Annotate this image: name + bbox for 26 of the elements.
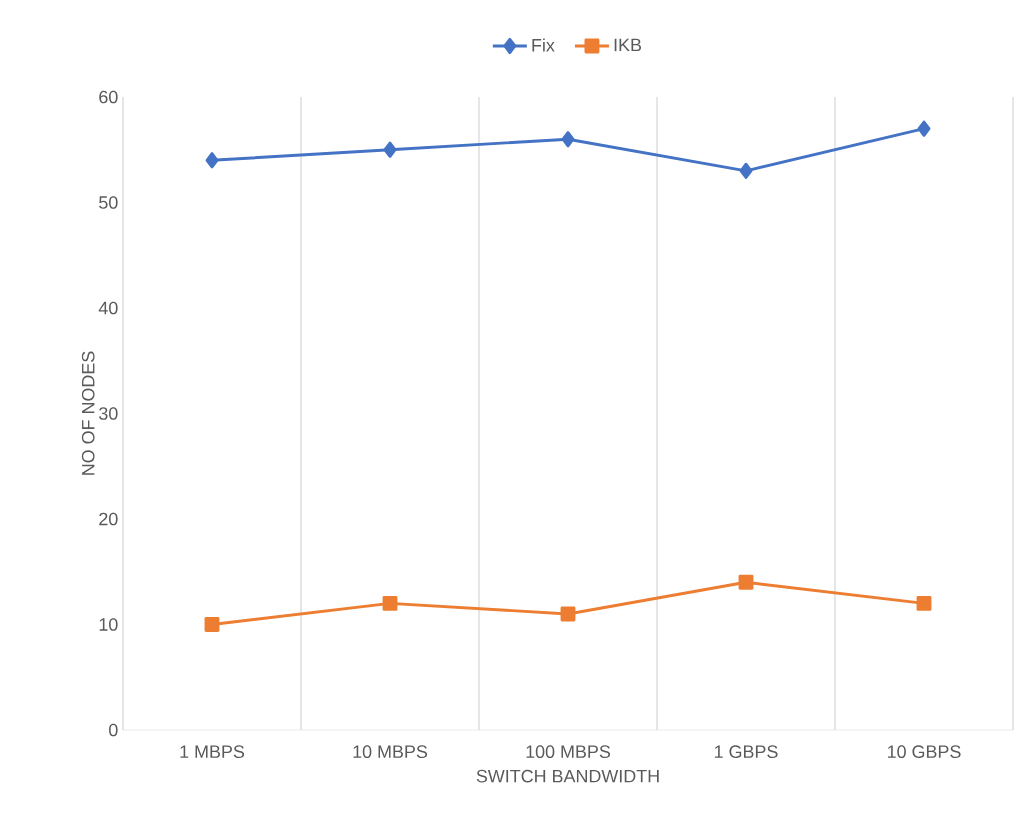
x-tick-label: 10 GBPS: [888, 745, 961, 759]
y-tick-label: 40: [98, 301, 118, 315]
x-tick-label: 10 MBPS: [353, 745, 428, 759]
point: [560, 606, 576, 622]
point: [383, 141, 397, 158]
point: [382, 595, 398, 611]
x-axis-title: SWITCH BANDWIDTH: [476, 769, 659, 783]
y-tick-label: 20: [99, 512, 118, 526]
y-tick-label: 0: [109, 723, 118, 737]
point: [561, 131, 575, 148]
y-tick-label: 10: [99, 618, 118, 631]
point: [738, 574, 754, 590]
point: [739, 162, 753, 179]
y-axis-title: NO OF NODES: [81, 351, 95, 475]
point: [205, 152, 219, 169]
y-tick-label: 30: [99, 407, 118, 420]
legend-label: Fix: [532, 38, 555, 52]
point: [917, 120, 931, 137]
x-tick-label: 1 GBPS: [714, 745, 778, 759]
y-tick-label: 50: [99, 196, 118, 209]
point: [916, 595, 932, 611]
x-tick-label: 100 MBPS: [526, 745, 611, 759]
legend-label: IKB: [614, 38, 642, 52]
x-tick-label: 1 MBPS: [180, 745, 245, 759]
y-tick-label: 60: [99, 90, 118, 104]
point: [204, 617, 220, 632]
